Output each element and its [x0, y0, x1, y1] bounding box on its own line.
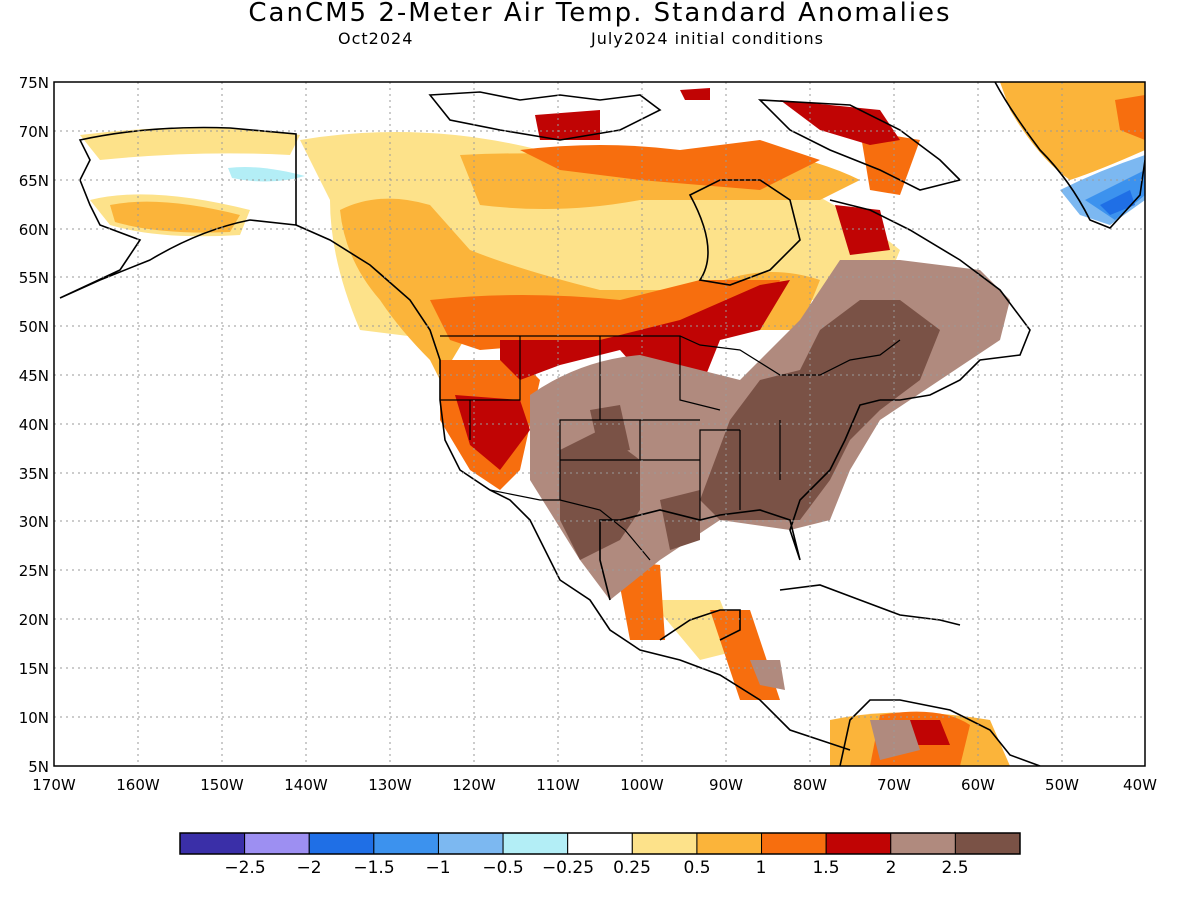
lat-label: 15N [19, 660, 49, 678]
state-lines [440, 336, 781, 520]
colorbar-swatch [179, 832, 246, 855]
anomaly-region [1115, 95, 1145, 140]
greater-antilles [779, 584, 961, 626]
anomaly-region [500, 280, 790, 395]
grid-lines [54, 82, 1145, 766]
colorbar-label: −0.5 [482, 858, 523, 878]
lon-label: 100W [620, 776, 664, 794]
lat-label: 75N [19, 74, 49, 92]
lat-labels: 75N 70N 65N 60N 55N 50N 45N 40N 35N 30N … [19, 74, 49, 776]
anomaly-shading [80, 82, 1145, 766]
anomaly-region [680, 88, 710, 100]
colorbar-swatches [179, 832, 1021, 855]
us-mexico-border [489, 489, 651, 561]
anomaly-region [80, 127, 300, 160]
anomaly-region [228, 167, 305, 182]
colorbar-label: 1.5 [812, 858, 839, 878]
lat-label: 30N [19, 513, 49, 531]
colorbar-swatch [308, 832, 375, 855]
lon-label: 60W [961, 776, 995, 794]
anomaly-region [780, 100, 900, 145]
lat-label: 20N [19, 611, 49, 629]
colorbar-label: −1.5 [353, 858, 394, 878]
colorbar-label: 0.25 [613, 858, 651, 878]
anomaly-region [835, 205, 890, 255]
lon-label: 160W [116, 776, 160, 794]
valid-month-label: Oct2024 [338, 29, 414, 48]
colorbar-swatch [761, 832, 827, 855]
lon-label: 90W [709, 776, 743, 794]
west-coastline [295, 224, 851, 751]
colorbar-label: 2.5 [941, 858, 968, 878]
colorbar-label: −2.5 [224, 858, 265, 878]
lat-label: 25N [19, 562, 49, 580]
lon-label: 130W [368, 776, 412, 794]
colorbar-swatch [502, 832, 569, 855]
colorbar-label: 2 [886, 858, 897, 878]
lon-label: 70W [877, 776, 911, 794]
lat-label: 65N [19, 172, 49, 190]
colorbar-swatch [567, 832, 633, 855]
lat-label: 35N [19, 465, 49, 483]
colorbar-swatch [631, 832, 698, 855]
lon-label: 140W [284, 776, 328, 794]
anomaly-region [110, 201, 240, 233]
colorbar-label: 0.5 [683, 858, 710, 878]
greenland-coastline [994, 82, 1145, 229]
lat-label: 5N [28, 758, 49, 776]
yucatan-coastline [659, 609, 741, 641]
anomaly-region [1085, 170, 1145, 220]
lat-label: 50N [19, 318, 49, 336]
anomaly-region [750, 660, 785, 690]
lat-label: 60N [19, 221, 49, 239]
colorbar-swatch [890, 832, 956, 855]
anomaly-region [560, 430, 640, 560]
lon-labels: 170W 160W 150W 140W 130W 120W 110W 100W … [32, 776, 1157, 794]
colorbar-swatch [244, 832, 310, 855]
lat-label: 40N [19, 416, 49, 434]
lat-label: 70N [19, 123, 49, 141]
colorbar-swatch [954, 832, 1021, 855]
anomaly-region [660, 490, 700, 550]
lat-label: 55N [19, 269, 49, 287]
colorbar-label: −2 [296, 858, 321, 878]
anomaly-region [520, 140, 820, 190]
anomaly-region [1000, 82, 1145, 180]
lon-label: 80W [793, 776, 827, 794]
lon-label: 120W [452, 776, 496, 794]
colorbar-label: −1 [425, 858, 450, 878]
colorbar-label: −0.25 [542, 858, 594, 878]
map-title: CanCM5 2-Meter Air Temp. Standard Anomal… [248, 0, 952, 28]
labrador-coastline [829, 199, 1031, 401]
gulf-coastline [599, 399, 881, 601]
lon-label: 150W [200, 776, 244, 794]
initial-conditions-label: July2024 initial conditions [591, 29, 824, 48]
lat-label: 45N [19, 367, 49, 385]
colorbar-swatch [825, 832, 892, 855]
lon-label: 50W [1045, 776, 1079, 794]
baffin-coastline [757, 99, 962, 191]
colorbar-swatch [437, 832, 504, 855]
anomaly-region [860, 130, 920, 195]
coastlines [59, 82, 1145, 766]
colorbar-label: 1 [756, 858, 767, 878]
anomaly-region [1100, 190, 1135, 215]
anomaly-region [870, 720, 920, 760]
colorbar-frame [179, 832, 1021, 855]
lon-label: 170W [32, 776, 76, 794]
alaska-coastline [59, 126, 297, 299]
lon-label: 40W [1123, 776, 1157, 794]
lon-label: 110W [536, 776, 580, 794]
arctic-islands [428, 91, 662, 141]
lat-label: 10N [19, 709, 49, 727]
colorbar: −2.5 −2 −1.5 −1 −0.5 −0.25 0.25 0.5 1 1.… [179, 832, 1021, 878]
hudson-bay-coastline [688, 179, 801, 286]
colorbar-swatch [373, 832, 439, 855]
colorbar-swatch [696, 832, 763, 855]
map-frame [53, 81, 1146, 767]
anomaly-region [535, 110, 600, 140]
